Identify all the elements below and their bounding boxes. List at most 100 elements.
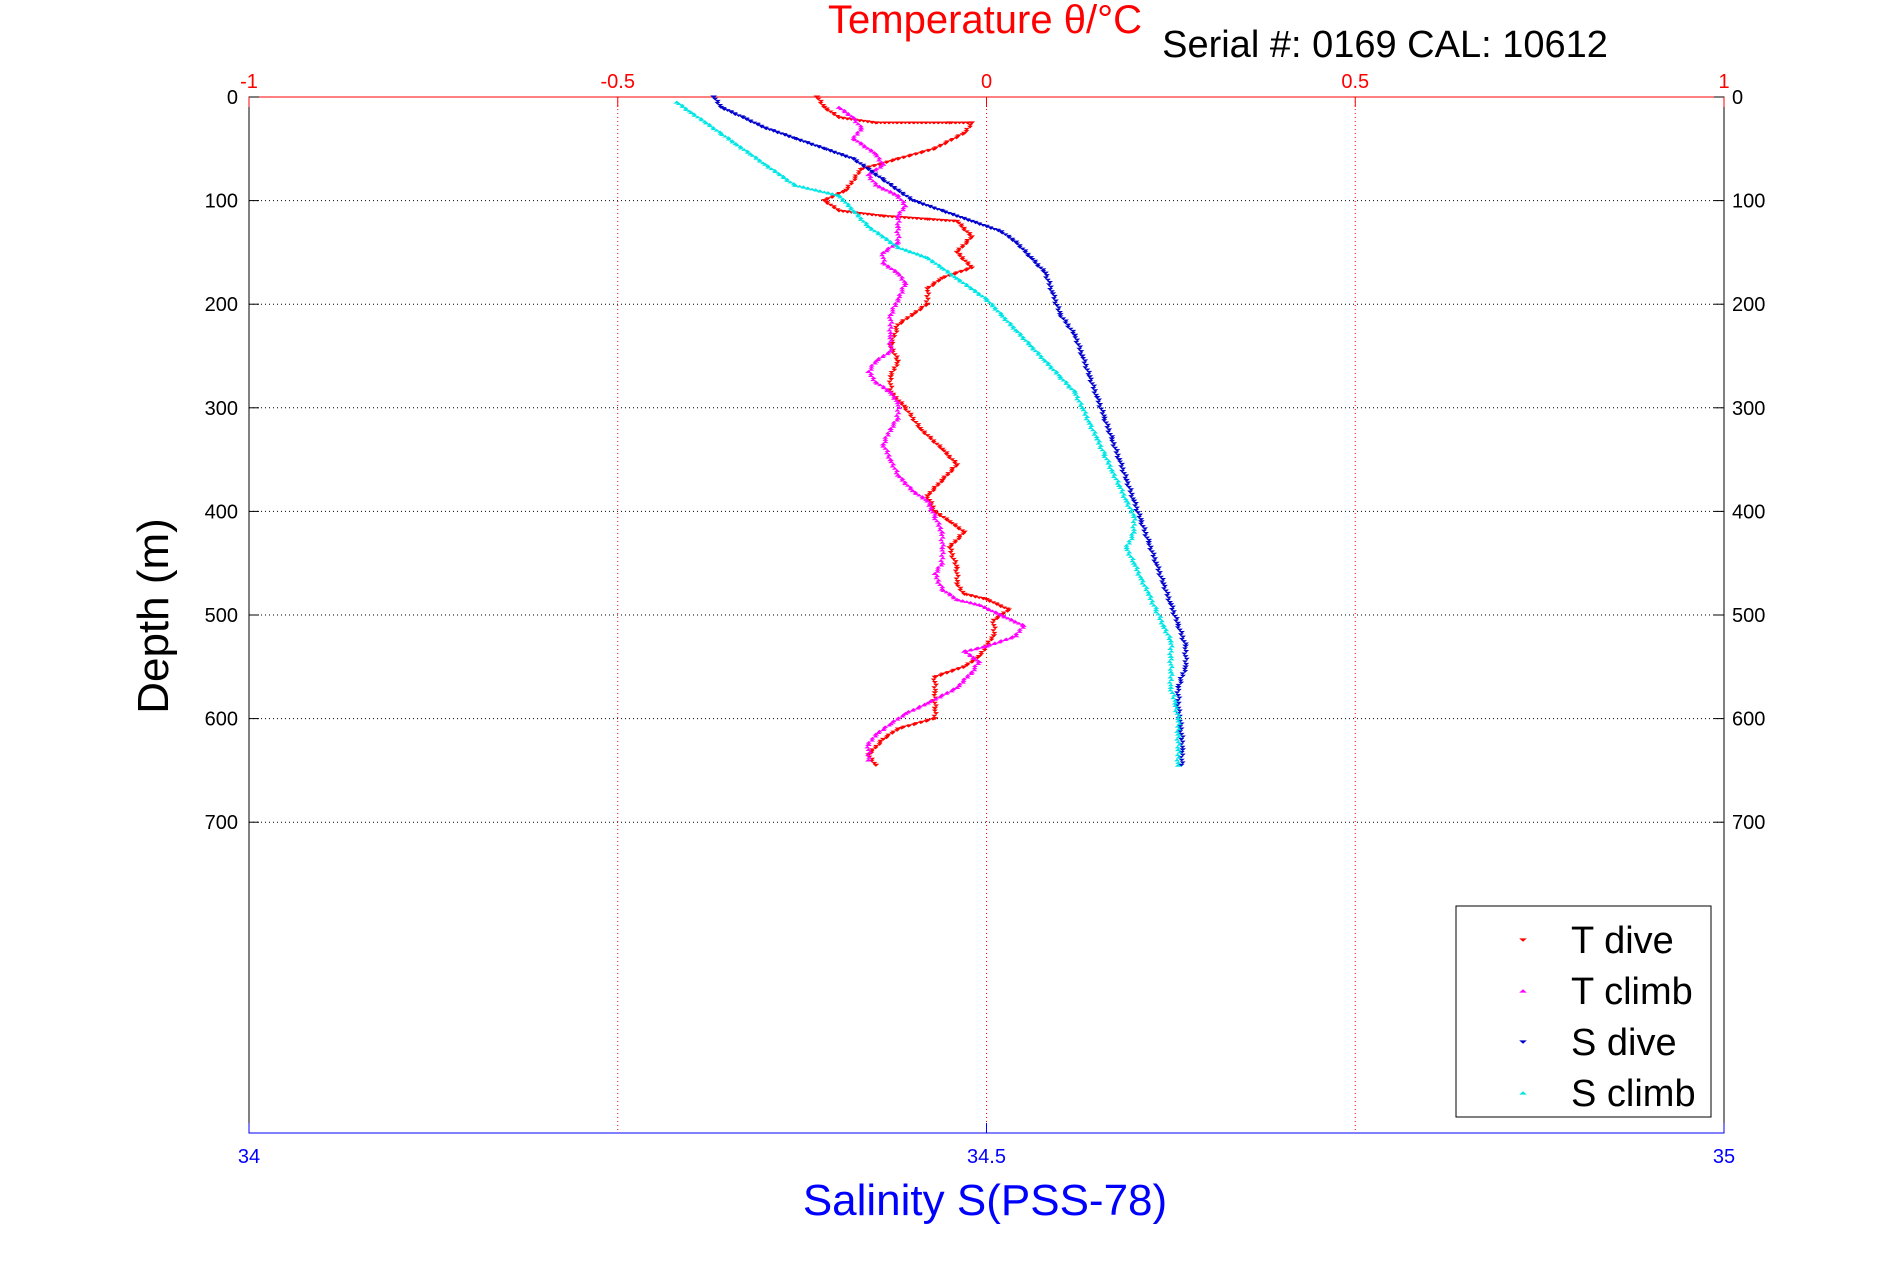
data-point bbox=[850, 157, 858, 161]
data-point bbox=[1088, 424, 1095, 427]
data-point bbox=[933, 704, 940, 708]
data-point bbox=[989, 304, 996, 308]
data-point bbox=[860, 165, 867, 168]
data-point bbox=[1130, 561, 1138, 565]
data-point bbox=[894, 364, 901, 368]
data-point bbox=[1134, 506, 1141, 510]
data-point bbox=[1174, 623, 1182, 627]
data-point bbox=[1125, 481, 1132, 485]
data-point bbox=[940, 477, 947, 480]
data-point bbox=[948, 139, 955, 142]
data-point bbox=[847, 207, 854, 211]
data-point bbox=[1182, 660, 1189, 664]
data-point bbox=[1129, 508, 1136, 512]
data-point bbox=[955, 249, 962, 253]
data-point bbox=[1179, 635, 1186, 639]
data-point bbox=[897, 198, 904, 201]
data-point bbox=[831, 113, 838, 117]
data-point bbox=[817, 189, 824, 193]
data-point bbox=[966, 233, 973, 237]
data-point bbox=[1127, 555, 1134, 558]
data-point bbox=[1177, 679, 1184, 683]
data-point bbox=[1155, 566, 1162, 570]
data-point bbox=[776, 173, 784, 177]
data-point bbox=[1159, 619, 1165, 623]
data-point bbox=[879, 250, 887, 254]
data-point bbox=[1174, 745, 1181, 749]
data-point bbox=[947, 593, 954, 597]
data-point bbox=[1166, 660, 1173, 663]
data-point bbox=[1038, 356, 1045, 360]
data-point bbox=[1086, 421, 1094, 425]
y-tick-label-right: 600 bbox=[1732, 709, 1765, 731]
data-point bbox=[909, 313, 917, 317]
data-point bbox=[1133, 502, 1140, 505]
data-point bbox=[1109, 435, 1116, 438]
data-point bbox=[1014, 242, 1021, 246]
data-point bbox=[931, 675, 939, 679]
data-point bbox=[1089, 382, 1096, 386]
data-point bbox=[1145, 543, 1152, 547]
data-point bbox=[887, 323, 894, 327]
data-point bbox=[921, 432, 928, 436]
data-point bbox=[931, 487, 938, 491]
data-point bbox=[966, 232, 973, 235]
data-point bbox=[894, 401, 902, 405]
data-point bbox=[950, 557, 957, 561]
data-point bbox=[1135, 572, 1142, 576]
data-point bbox=[926, 499, 933, 502]
data-point bbox=[919, 305, 926, 309]
data-point bbox=[934, 581, 941, 584]
data-point bbox=[1160, 578, 1167, 581]
salinity-tick-label: 34.5 bbox=[967, 1146, 1006, 1168]
data-point bbox=[955, 667, 962, 671]
data-point bbox=[1151, 603, 1157, 607]
data-point bbox=[1123, 478, 1131, 482]
data-point bbox=[923, 295, 930, 298]
data-point bbox=[938, 538, 945, 542]
data-point bbox=[881, 258, 888, 262]
data-point bbox=[959, 256, 966, 259]
data-point bbox=[830, 111, 837, 115]
data-point bbox=[1001, 318, 1008, 322]
data-point bbox=[918, 151, 925, 155]
data-point bbox=[895, 403, 901, 407]
data-point bbox=[1172, 709, 1179, 713]
data-point bbox=[887, 383, 894, 386]
data-point bbox=[906, 216, 913, 220]
data-point bbox=[1005, 608, 1013, 612]
data-point bbox=[960, 530, 968, 534]
data-point bbox=[885, 215, 892, 218]
data-point bbox=[872, 183, 880, 187]
data-point bbox=[1047, 287, 1054, 291]
y-tick-label-left: 500 bbox=[205, 605, 238, 627]
data-point bbox=[710, 95, 718, 99]
data-point bbox=[888, 320, 895, 324]
data-point bbox=[909, 216, 916, 220]
data-point bbox=[710, 127, 717, 131]
data-point bbox=[894, 271, 902, 275]
data-point bbox=[1179, 753, 1186, 757]
data-point bbox=[1046, 283, 1052, 287]
data-point bbox=[1149, 599, 1156, 603]
data-point bbox=[893, 357, 900, 361]
data-point bbox=[1060, 317, 1067, 321]
data-point bbox=[1107, 432, 1114, 436]
data-point bbox=[1142, 534, 1149, 537]
data-point bbox=[1077, 345, 1084, 349]
data-point bbox=[946, 456, 953, 460]
data-point bbox=[837, 195, 844, 199]
data-point bbox=[1122, 497, 1129, 501]
data-point bbox=[917, 308, 924, 312]
data-point bbox=[872, 168, 879, 172]
data-point bbox=[967, 123, 974, 127]
data-point bbox=[1101, 416, 1108, 420]
data-point bbox=[1179, 761, 1186, 765]
data-point bbox=[1176, 628, 1183, 632]
data-point bbox=[944, 473, 951, 477]
data-point bbox=[960, 281, 967, 285]
data-point bbox=[765, 165, 772, 169]
legend-label: S dive bbox=[1571, 1022, 1677, 1064]
y-tick-label-left: 0 bbox=[227, 87, 238, 109]
data-point bbox=[924, 287, 931, 291]
